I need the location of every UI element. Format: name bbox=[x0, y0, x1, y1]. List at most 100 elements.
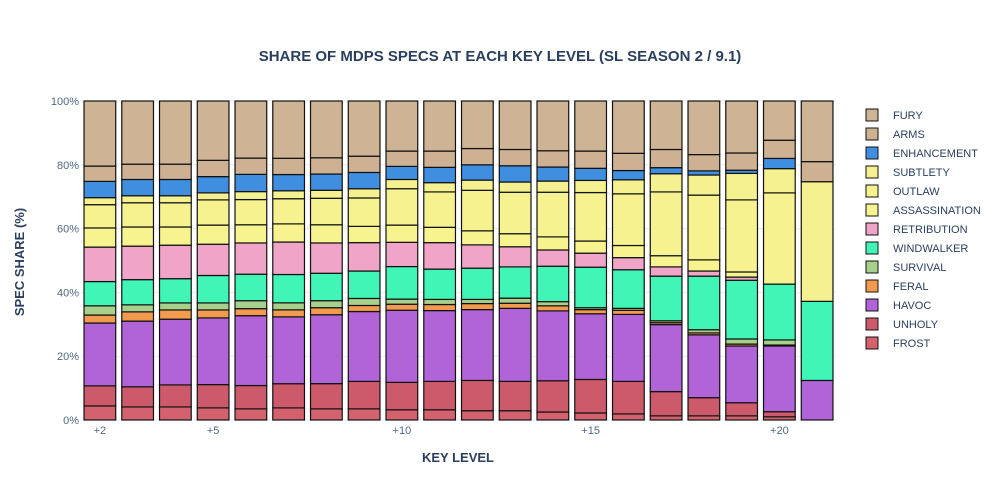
x-tick-label: +20 bbox=[770, 425, 789, 437]
bar-segment-frost bbox=[121, 406, 155, 421]
legend-item-survival: SURVIVAL bbox=[865, 260, 946, 274]
legend-swatch bbox=[865, 336, 879, 350]
bar-segment-fury bbox=[158, 100, 192, 165]
bar-segment-survival bbox=[309, 300, 343, 309]
bar-stack-12 bbox=[460, 100, 494, 421]
bar-segment-fury bbox=[649, 100, 683, 151]
bar-segment-subtlety bbox=[423, 182, 457, 193]
bar-segment-havoc bbox=[498, 307, 532, 383]
bar-segment-fury bbox=[272, 100, 306, 159]
legend-label: SURVIVAL bbox=[893, 262, 946, 274]
bar-segment-retribution bbox=[234, 242, 268, 275]
bar-segment-retribution bbox=[83, 246, 117, 283]
bar-segment-windwalker bbox=[611, 269, 645, 309]
bar-segment-windwalker bbox=[234, 273, 268, 302]
bar-segment-havoc bbox=[83, 322, 117, 387]
bar-segment-fury bbox=[725, 100, 759, 154]
bar-segment-arms bbox=[687, 153, 721, 172]
bar-segment-enhancement bbox=[272, 173, 306, 192]
bar-segment-windwalker bbox=[725, 279, 759, 340]
x-axis-title: KEY LEVEL bbox=[422, 450, 494, 465]
bar-stack-18 bbox=[687, 100, 721, 421]
bar-segment-assassination bbox=[687, 259, 721, 272]
bar-segment-subtlety bbox=[800, 181, 834, 302]
bar-segment-assassination bbox=[385, 224, 419, 243]
bar-segment-unholy bbox=[498, 380, 532, 412]
legend-item-retribution: RETRIBUTION bbox=[865, 222, 968, 236]
bar-segment-assassination bbox=[423, 226, 457, 244]
bar-segment-frost bbox=[536, 411, 570, 421]
bar-segment-outlaw bbox=[649, 191, 683, 257]
y-tick-label: 60% bbox=[57, 224, 79, 236]
bar-stack-11 bbox=[423, 100, 457, 421]
bar-segment-outlaw bbox=[385, 188, 419, 226]
bar-segment-feral bbox=[234, 308, 268, 317]
bar-segment-havoc bbox=[649, 324, 683, 393]
bar-segment-fury bbox=[574, 100, 608, 152]
bar-segment-retribution bbox=[574, 252, 608, 268]
bar-segment-frost bbox=[83, 405, 117, 421]
legend-label: WINDWALKER bbox=[893, 243, 968, 255]
legend-item-havoc: HAVOC bbox=[865, 298, 931, 312]
legend-label: FURY bbox=[893, 110, 923, 122]
legend-swatch bbox=[865, 279, 879, 293]
bar-segment-feral bbox=[158, 309, 192, 320]
bar-segment-frost bbox=[385, 409, 419, 421]
bar-segment-retribution bbox=[649, 266, 683, 277]
bar-segment-survival bbox=[385, 298, 419, 305]
bar-segment-fury bbox=[309, 100, 343, 159]
legend-label: FERAL bbox=[893, 281, 928, 293]
bar-segment-subtlety bbox=[121, 195, 155, 204]
legend-item-feral: FERAL bbox=[865, 279, 928, 293]
bar-segment-havoc bbox=[800, 379, 834, 421]
bar-segment-feral bbox=[460, 302, 494, 311]
bar-segment-arms bbox=[234, 157, 268, 175]
bar-segment-havoc bbox=[347, 310, 381, 383]
bar-segment-frost bbox=[158, 406, 192, 421]
legend-item-fury: FURY bbox=[865, 108, 923, 122]
legend-swatch bbox=[865, 298, 879, 312]
bar-segment-enhancement bbox=[574, 167, 608, 182]
bar-segment-havoc bbox=[196, 317, 230, 386]
bar-segment-unholy bbox=[347, 380, 381, 410]
bar-segment-survival bbox=[762, 339, 796, 346]
bar-segment-arms bbox=[83, 165, 117, 182]
bar-segment-outlaw bbox=[309, 197, 343, 226]
bar-segment-feral bbox=[423, 303, 457, 312]
bar-segment-subtlety bbox=[460, 179, 494, 191]
bar-segment-unholy bbox=[385, 381, 419, 411]
bar-segment-fury bbox=[121, 100, 155, 165]
bar-segment-windwalker bbox=[83, 280, 117, 307]
bar-segment-enhancement bbox=[121, 178, 155, 197]
bar-segment-retribution bbox=[196, 243, 230, 277]
bar-stack-8 bbox=[309, 100, 343, 421]
bar-segment-outlaw bbox=[687, 194, 721, 261]
bar-stack-17 bbox=[649, 100, 683, 421]
bar-segment-windwalker bbox=[158, 278, 192, 304]
bar-segment-feral bbox=[498, 302, 532, 309]
bar-segment-unholy bbox=[725, 402, 759, 417]
bar-segment-fury bbox=[196, 100, 230, 161]
bar-segment-havoc bbox=[234, 315, 268, 387]
bar-segment-havoc bbox=[423, 309, 457, 383]
bar-segment-outlaw bbox=[121, 202, 155, 228]
bar-segment-assassination bbox=[158, 226, 192, 246]
bar-segment-survival bbox=[158, 302, 192, 311]
bar-segment-survival bbox=[83, 305, 117, 316]
bar-segment-havoc bbox=[272, 316, 306, 385]
bar-segment-retribution bbox=[158, 244, 192, 280]
x-tick-label: +15 bbox=[581, 425, 600, 437]
bar-segment-outlaw bbox=[611, 193, 645, 247]
bar-segment-fury bbox=[385, 100, 419, 152]
bar-segment-assassination bbox=[234, 224, 268, 244]
bar-segment-outlaw bbox=[347, 197, 381, 227]
bar-segment-frost bbox=[498, 410, 532, 421]
bar-segment-unholy bbox=[121, 386, 155, 408]
bar-segment-fury bbox=[498, 100, 532, 151]
bar-segment-outlaw bbox=[762, 192, 796, 285]
bar-segment-unholy bbox=[649, 391, 683, 417]
bar-segment-arms bbox=[725, 152, 759, 171]
bar-segment-havoc bbox=[385, 309, 419, 383]
legend-item-enhancement: ENHANCEMENT bbox=[865, 146, 978, 160]
gridlines bbox=[81, 100, 836, 421]
